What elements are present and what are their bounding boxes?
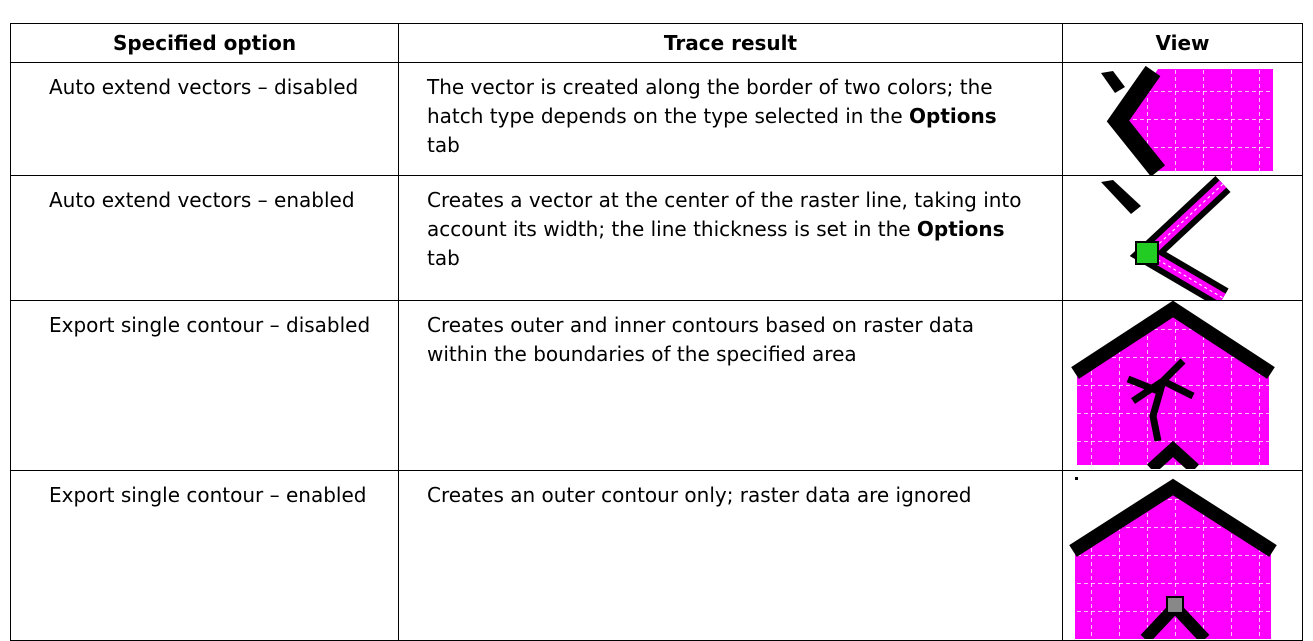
row: Auto extend vectors – enabled Creates a … xyxy=(10,175,1303,301)
option-cell: Export single contour – disabled xyxy=(10,300,399,471)
result-cell: Creates an outer contour only; raster da… xyxy=(398,470,1063,641)
view-image xyxy=(1069,477,1277,639)
view-image xyxy=(1101,65,1273,175)
options-table: Specified option Trace result View Auto … xyxy=(10,23,1303,641)
option-cell: Auto extend vectors – disabled xyxy=(10,62,399,176)
bold-text: Options xyxy=(909,104,997,128)
result-cell: The vector is created along the border o… xyxy=(398,62,1063,176)
row: Auto extend vectors – disabled The vecto… xyxy=(10,62,1303,176)
row: Export single contour – disabled Creates… xyxy=(10,300,1303,471)
result-cell: Creates outer and inner contours based o… xyxy=(398,300,1063,471)
text: The vector is created along the border o… xyxy=(427,75,993,128)
view-cell xyxy=(1062,300,1303,471)
text: Creates a vector at the center of the ra… xyxy=(427,188,1022,241)
result-cell: Creates a vector at the center of the ra… xyxy=(398,175,1063,301)
option-cell: Auto extend vectors – enabled xyxy=(10,175,399,301)
row: Export single contour – enabled Creates … xyxy=(10,470,1303,641)
view-cell xyxy=(1062,175,1303,301)
option-cell: Export single contour – enabled xyxy=(10,470,399,641)
header-cell: View xyxy=(1062,23,1303,63)
text: Creates outer and inner contours based o… xyxy=(427,313,974,366)
text: tab xyxy=(427,246,460,270)
header-cell: Trace result xyxy=(398,23,1063,63)
view-image xyxy=(1101,176,1231,300)
text: Creates an outer contour only; raster da… xyxy=(427,483,972,507)
text: tab xyxy=(427,133,460,157)
view-image xyxy=(1071,301,1275,469)
view-cell xyxy=(1062,470,1303,641)
header-row: Specified option Trace result View xyxy=(10,23,1303,63)
header-cell: Specified option xyxy=(10,23,399,63)
bold-text: Options xyxy=(916,217,1005,241)
view-cell xyxy=(1062,62,1303,176)
